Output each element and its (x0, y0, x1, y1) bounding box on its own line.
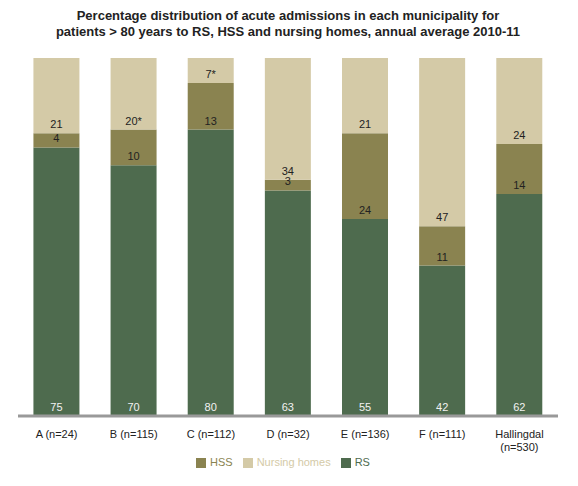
svg-text:13: 13 (205, 115, 217, 127)
svg-text:3: 3 (285, 175, 291, 187)
svg-text:34: 34 (282, 165, 294, 177)
svg-text:21: 21 (50, 118, 62, 130)
svg-text:80: 80 (205, 401, 217, 413)
svg-text:14: 14 (513, 179, 525, 191)
svg-text:21: 21 (359, 118, 371, 130)
svg-text:4: 4 (53, 132, 59, 144)
html-text:RS: RS (354, 455, 370, 468)
svg-text:7*: 7* (206, 68, 217, 80)
svg-text:24: 24 (513, 129, 525, 141)
svg-text:C (n=112): C (n=112) (187, 428, 235, 440)
svg-text:F (n=111): F (n=111) (419, 428, 465, 440)
svg-text:70: 70 (127, 401, 139, 413)
svg-text:11: 11 (436, 251, 447, 263)
html-text:Percentage distribution of acu: Percentage distribution of acute admissi… (55, 8, 521, 39)
svg-text:55: 55 (359, 401, 371, 413)
svg-text:47: 47 (436, 211, 448, 223)
svg-text:D (n=32): D (n=32) (266, 428, 309, 440)
svg-text:24: 24 (359, 204, 371, 216)
html-text:HSS: HSS (210, 455, 233, 468)
svg-text:75: 75 (50, 401, 62, 413)
svg-text:63: 63 (282, 401, 294, 413)
svg-text:A (n=24): A (n=24) (36, 428, 78, 440)
html-text:Nursing homes: Nursing homes (256, 455, 331, 468)
svg-text:E (n=136): E (n=136) (341, 428, 390, 440)
svg-text:62: 62 (513, 401, 525, 413)
svg-text:B (n=115): B (n=115) (110, 428, 158, 440)
svg-text:Hallingdal(n=530): Hallingdal(n=530) (495, 428, 543, 453)
svg-text:42: 42 (436, 401, 448, 413)
svg-text:20*: 20* (125, 115, 142, 127)
svg-text:10: 10 (127, 150, 139, 162)
